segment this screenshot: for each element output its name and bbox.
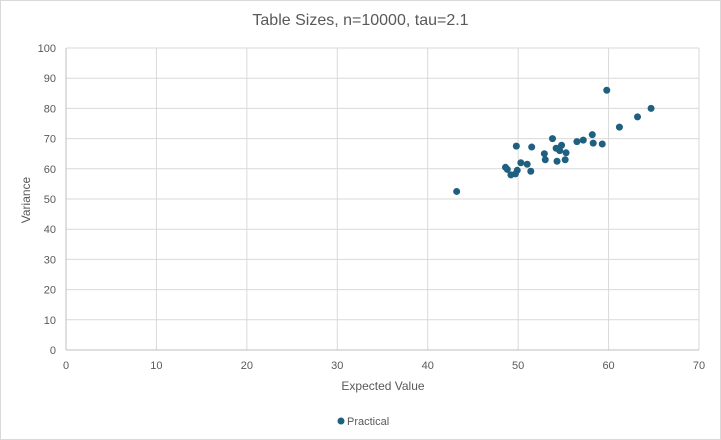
x-tick-label: 40 [422, 360, 434, 372]
data-points [453, 86, 655, 195]
data-point [523, 160, 531, 168]
x-axis-label: Expected Value [341, 379, 424, 393]
y-tick-label: 0 [50, 345, 56, 357]
y-tick-label: 20 [44, 285, 56, 297]
x-tick-label: 60 [602, 360, 614, 372]
data-point [561, 156, 569, 164]
x-tick-label: 20 [241, 360, 253, 372]
y-tick-label: 100 [38, 43, 56, 55]
y-tick-label: 30 [44, 254, 56, 266]
x-tick-label: 70 [693, 360, 705, 372]
axes [65, 48, 699, 351]
y-tick-label: 60 [44, 164, 56, 176]
legend-label-practical: Practical [347, 416, 389, 428]
data-point [603, 86, 611, 94]
data-point [528, 143, 536, 151]
data-point [549, 135, 557, 143]
x-tick-label: 0 [63, 360, 69, 372]
tick-labels: 0 10 20 30 40 50 60 70 80 90 100 0 10 20 30 40 50 60 70 [38, 43, 705, 372]
gridlines [66, 47, 700, 350]
data-point [517, 159, 525, 167]
x-tick-label: 10 [150, 360, 162, 372]
data-point [573, 138, 581, 146]
data-point [562, 149, 570, 157]
y-axis-label: Variance [19, 176, 33, 223]
data-point [541, 156, 549, 164]
y-tick-label: 10 [44, 315, 56, 327]
data-point [512, 142, 520, 150]
data-point [540, 150, 548, 158]
data-point [588, 131, 596, 139]
y-tick-label: 90 [44, 73, 56, 85]
data-point [527, 167, 535, 175]
data-point [558, 141, 566, 149]
data-point [453, 187, 461, 195]
data-point [556, 147, 564, 155]
data-point [579, 136, 587, 144]
data-point [615, 123, 623, 131]
y-tick-label: 70 [44, 134, 56, 146]
y-tick-label: 40 [44, 224, 56, 236]
x-tick-label: 50 [512, 360, 524, 372]
legend: Practical [337, 416, 389, 428]
chart-title: Table Sizes, n=10000, tau=2.1 [252, 12, 469, 29]
y-tick-label: 50 [44, 194, 56, 206]
data-point [634, 113, 642, 121]
data-point [553, 157, 561, 165]
data-point [647, 104, 655, 112]
x-tick-label: 30 [331, 360, 343, 372]
y-tick-label: 80 [44, 103, 56, 115]
legend-marker [337, 417, 345, 425]
data-point [513, 166, 521, 174]
data-point [503, 165, 511, 173]
data-point [589, 139, 597, 147]
data-point [598, 140, 606, 148]
